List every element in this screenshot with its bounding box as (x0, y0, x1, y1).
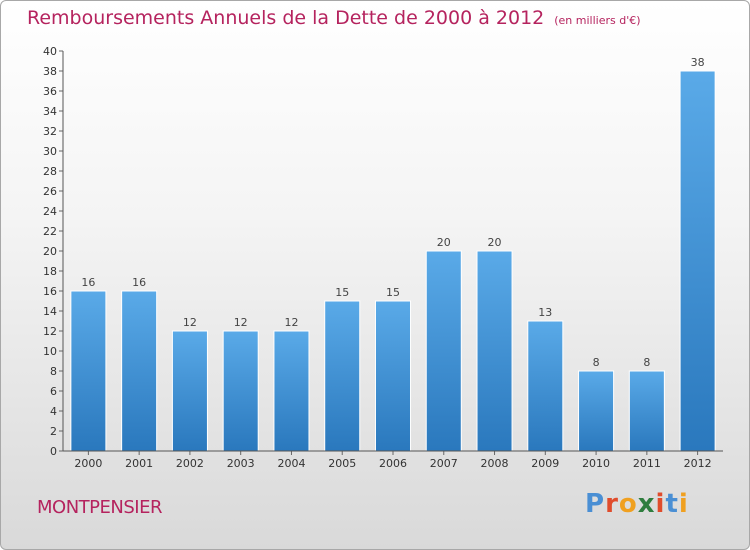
x-tick-label-2003: 2003 (227, 457, 255, 470)
y-tick-label: 22 (43, 225, 57, 238)
bar-2005[interactable] (324, 300, 361, 452)
commune-name: MONTPENSIER (37, 497, 162, 518)
data-label-2001: 16 (132, 276, 146, 289)
data-label-2005: 15 (335, 286, 349, 299)
y-tick-label: 20 (43, 245, 57, 258)
logo-letter: x (637, 489, 656, 519)
proxiti-logo[interactable]: Proxiti (585, 489, 689, 519)
bar-2009[interactable] (527, 320, 564, 452)
y-tick-label: 18 (43, 265, 57, 278)
bar-2010[interactable] (578, 370, 615, 452)
bar-2011[interactable] (628, 370, 665, 452)
y-tick-label: 36 (43, 85, 57, 98)
y-tick-label: 38 (43, 65, 57, 78)
x-tick-label-2001: 2001 (125, 457, 153, 470)
title-row: Remboursements Annuels de la Dette de 20… (27, 7, 641, 29)
logo-letter: i (655, 489, 666, 519)
bar-2012[interactable] (679, 70, 716, 452)
y-tick-label: 0 (50, 445, 57, 458)
data-label-2007: 20 (437, 236, 451, 249)
y-tick-label: 6 (50, 385, 57, 398)
logo-letter: P (585, 489, 606, 519)
data-label-2003: 12 (234, 316, 248, 329)
data-label-2012: 38 (691, 56, 705, 69)
data-label-2008: 20 (488, 236, 502, 249)
y-tick-label: 30 (43, 145, 57, 158)
data-label-2009: 13 (538, 306, 552, 319)
x-tick-label-2000: 2000 (74, 457, 102, 470)
y-tick-label: 16 (43, 285, 57, 298)
logo-letter: r (605, 489, 619, 519)
data-label-2002: 12 (183, 316, 197, 329)
x-tick-label-2006: 2006 (379, 457, 407, 470)
data-label-2010: 8 (593, 356, 600, 369)
y-tick-label: 2 (50, 425, 57, 438)
x-tick-label-2002: 2002 (176, 457, 204, 470)
x-tick-label-2008: 2008 (481, 457, 509, 470)
bar-2002[interactable] (171, 330, 208, 452)
y-tick-label: 40 (43, 45, 57, 58)
bar-2008[interactable] (476, 250, 513, 452)
bar-2000[interactable] (70, 290, 107, 452)
bar-2003[interactable] (222, 330, 259, 452)
data-label-2004: 12 (284, 316, 298, 329)
chart-title: Remboursements Annuels de la Dette de 20… (27, 7, 545, 29)
y-tick-label: 28 (43, 165, 57, 178)
x-tick-label-2012: 2012 (684, 457, 712, 470)
y-tick-label: 24 (43, 205, 57, 218)
logo-letter: i (678, 489, 689, 519)
data-label-2011: 8 (643, 356, 650, 369)
x-tick-label-2010: 2010 (582, 457, 610, 470)
y-tick-label: 4 (50, 405, 57, 418)
x-tick-label-2004: 2004 (277, 457, 305, 470)
logo-letter: t (665, 489, 679, 519)
bar-2006[interactable] (374, 300, 412, 452)
y-tick-label: 26 (43, 185, 57, 198)
x-tick-label-2011: 2011 (633, 457, 661, 470)
y-tick-label: 12 (43, 325, 57, 338)
chart-subtitle: (en milliers d'€) (554, 14, 641, 27)
bar-2001[interactable] (121, 290, 158, 452)
logo-letter: o (618, 489, 638, 519)
y-tick-label: 8 (50, 365, 57, 378)
y-tick-label: 32 (43, 125, 57, 138)
y-tick-label: 34 (43, 105, 57, 118)
y-tick-label: 14 (43, 305, 57, 318)
x-tick-label-2009: 2009 (531, 457, 559, 470)
data-label-2006: 15 (386, 286, 400, 299)
bar-2007[interactable] (425, 250, 462, 452)
x-tick-label-2007: 2007 (430, 457, 458, 470)
bar-2004[interactable] (273, 330, 310, 452)
x-tick-label-2005: 2005 (328, 457, 356, 470)
y-tick-label: 10 (43, 345, 57, 358)
data-label-2000: 16 (81, 276, 95, 289)
